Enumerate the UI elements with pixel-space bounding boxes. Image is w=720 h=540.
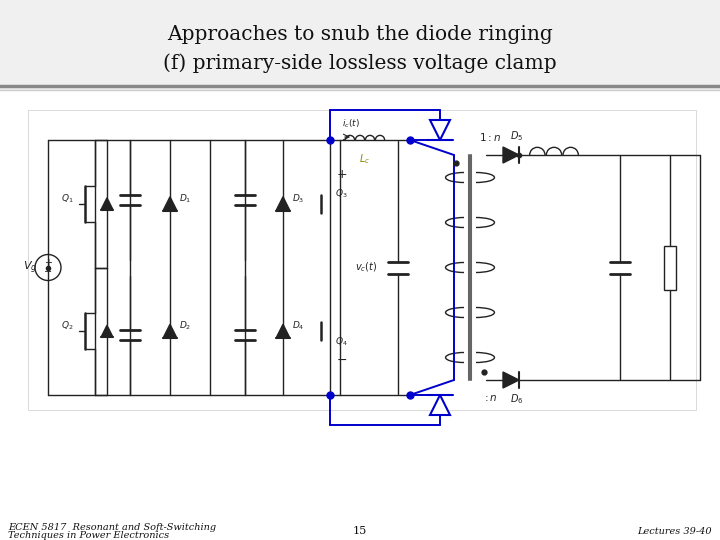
Polygon shape [163, 197, 177, 211]
Text: ECEN 5817  Resonant and Soft-Switching: ECEN 5817 Resonant and Soft-Switching [8, 523, 216, 531]
Text: 15: 15 [353, 526, 367, 536]
Polygon shape [430, 395, 450, 415]
Text: +: + [337, 168, 347, 181]
Text: $L_c$: $L_c$ [359, 152, 371, 166]
Text: $v_c(t)$: $v_c(t)$ [355, 261, 377, 274]
Text: (f) primary-side lossless voltage clamp: (f) primary-side lossless voltage clamp [163, 53, 557, 73]
Text: Approaches to snub the diode ringing: Approaches to snub the diode ringing [167, 25, 553, 44]
Text: $1 : n$: $1 : n$ [479, 131, 501, 143]
Text: +: + [44, 259, 52, 268]
Text: $D_4$: $D_4$ [292, 320, 305, 333]
Bar [0, 522, 720, 540]
Text: $i_c(t)$: $i_c(t)$ [342, 118, 360, 130]
Polygon shape [276, 324, 290, 338]
Text: $Q_4$: $Q_4$ [335, 335, 348, 348]
Text: $V_g$: $V_g$ [23, 259, 37, 276]
Text: −: − [44, 267, 52, 278]
Bar [664, 246, 676, 289]
Polygon shape [430, 120, 450, 140]
Text: $D_5$: $D_5$ [510, 129, 523, 143]
Polygon shape [503, 147, 519, 163]
Bar [0, 0, 720, 90]
Text: $Q_3$: $Q_3$ [335, 187, 348, 200]
Text: $: n$: $: n$ [482, 393, 498, 403]
Text: $D_2$: $D_2$ [179, 320, 192, 333]
Text: $D_3$: $D_3$ [292, 192, 305, 205]
Polygon shape [101, 198, 113, 210]
Text: Techniques in Power Electronics: Techniques in Power Electronics [8, 530, 169, 539]
Text: −: − [337, 354, 347, 367]
Polygon shape [163, 324, 177, 338]
Text: $Q_1$: $Q_1$ [60, 192, 73, 205]
Text: $D_1$: $D_1$ [179, 192, 192, 205]
Polygon shape [503, 372, 519, 388]
Bar [28, 110, 696, 410]
Polygon shape [276, 197, 290, 211]
Text: $D_6$: $D_6$ [510, 392, 523, 406]
Text: Lectures 39-40: Lectures 39-40 [637, 526, 712, 536]
Text: $Q_2$: $Q_2$ [60, 320, 73, 333]
Polygon shape [101, 325, 113, 338]
Bar [0, 90, 720, 522]
